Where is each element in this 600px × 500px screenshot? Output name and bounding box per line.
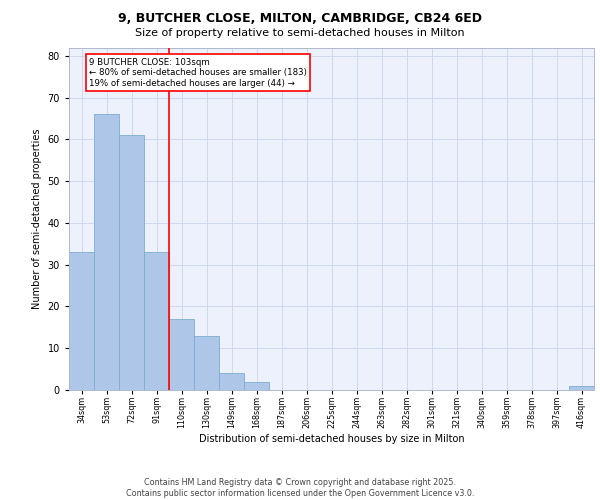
Bar bbox=[119, 135, 144, 390]
Bar bbox=[244, 382, 269, 390]
Text: Contains HM Land Registry data © Crown copyright and database right 2025.
Contai: Contains HM Land Registry data © Crown c… bbox=[126, 478, 474, 498]
Bar bbox=[569, 386, 594, 390]
Text: 9 BUTCHER CLOSE: 103sqm
← 80% of semi-detached houses are smaller (183)
19% of s: 9 BUTCHER CLOSE: 103sqm ← 80% of semi-de… bbox=[89, 58, 307, 88]
Bar bbox=[169, 319, 194, 390]
Bar bbox=[69, 252, 94, 390]
Bar bbox=[144, 252, 169, 390]
Bar bbox=[194, 336, 219, 390]
Bar bbox=[94, 114, 119, 390]
Y-axis label: Number of semi-detached properties: Number of semi-detached properties bbox=[32, 128, 42, 309]
X-axis label: Distribution of semi-detached houses by size in Milton: Distribution of semi-detached houses by … bbox=[199, 434, 464, 444]
Bar bbox=[219, 374, 244, 390]
Text: 9, BUTCHER CLOSE, MILTON, CAMBRIDGE, CB24 6ED: 9, BUTCHER CLOSE, MILTON, CAMBRIDGE, CB2… bbox=[118, 12, 482, 26]
Text: Size of property relative to semi-detached houses in Milton: Size of property relative to semi-detach… bbox=[135, 28, 465, 38]
